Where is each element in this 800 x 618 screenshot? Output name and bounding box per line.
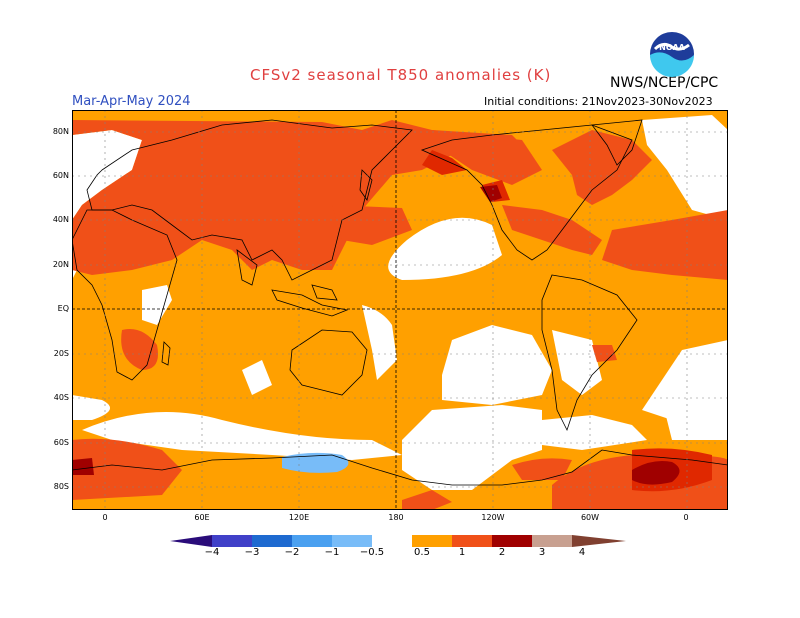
lon-label: 60W	[580, 513, 600, 522]
colorbar-swatch	[532, 535, 572, 547]
lat-label: 80S	[53, 482, 69, 491]
colorbar-label: −4	[204, 547, 220, 558]
colorbar-swatch	[452, 535, 492, 547]
colorbar-swatch	[252, 535, 292, 547]
warm-anomaly-regions	[72, 120, 728, 510]
extreme-warm-anomaly-regions	[72, 185, 680, 485]
colorbar-arrow-high	[572, 535, 626, 547]
lat-label: 80N	[52, 127, 69, 136]
colorbar-label: 0.5	[414, 547, 430, 558]
colorbar-label: 1	[458, 547, 466, 558]
lon-label: 180	[388, 513, 404, 522]
lat-label: 20N	[52, 260, 69, 269]
noaa-logo-text: NOAA	[659, 43, 685, 52]
map-frame	[72, 110, 728, 510]
lon-label: 120W	[481, 513, 505, 522]
colorbar	[170, 535, 626, 547]
colorbar-label: 2	[498, 547, 506, 558]
coastlines	[72, 119, 728, 486]
lon-label: 0	[102, 513, 108, 522]
lat-label: EQ	[57, 304, 69, 313]
lat-label: 40N	[52, 215, 69, 224]
lat-label: 60S	[53, 438, 69, 447]
colorbar-label: −1	[324, 547, 340, 558]
lat-label: 40S	[53, 393, 69, 402]
initial-conditions-label: Initial conditions: 21Nov2023-30Nov2023	[484, 95, 713, 108]
colorbar-label: 3	[538, 547, 546, 558]
noaa-logo: NOAA	[650, 32, 694, 77]
anomaly-map	[72, 110, 728, 510]
colorbar-swatch	[372, 535, 412, 547]
colorbar-swatch	[492, 535, 532, 547]
agency-label: NWS/NCEP/CPC	[610, 75, 719, 91]
colorbar-label: −2	[284, 547, 300, 558]
colorbar-swatch	[332, 535, 372, 547]
graticule	[72, 110, 728, 510]
colorbar-swatch	[292, 535, 332, 547]
lon-label: 120E	[288, 513, 310, 522]
colorbar-swatch	[412, 535, 452, 547]
cold-anomaly-region	[282, 452, 349, 473]
season-label: Mar-Apr-May 2024	[72, 94, 191, 109]
colorbar-arrow-low	[170, 535, 212, 547]
map-title: CFSv2 seasonal T850 anomalies (K)	[250, 66, 552, 84]
colorbar-label: 4	[578, 547, 586, 558]
lon-label: 60E	[194, 513, 210, 522]
colorbar-swatch	[212, 535, 252, 547]
lat-label: 20S	[53, 349, 69, 358]
lat-label: 60N	[52, 171, 69, 180]
lon-label: 0	[683, 513, 689, 522]
colorbar-label: −0.5	[359, 547, 385, 558]
neutral-anomaly-regions	[72, 115, 728, 490]
colorbar-label: −3	[244, 547, 260, 558]
